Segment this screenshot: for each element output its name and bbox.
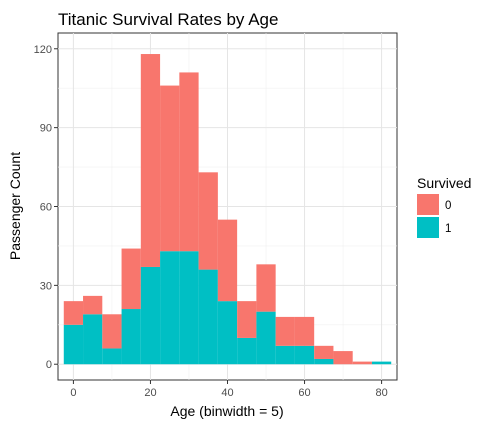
bar-survived-0-age-40	[217, 219, 238, 302]
legend-title: Survived	[417, 175, 471, 191]
bar-survived-0-age-30	[179, 72, 199, 252]
x-tick-label: 80	[375, 387, 387, 399]
bar-survived-0-age-5	[83, 295, 103, 315]
x-axis: 0 20 40 60 80	[70, 380, 388, 399]
bar-survived-1-age-5	[83, 314, 103, 365]
x-tick-label: 20	[144, 387, 156, 399]
bar-survived-1-age-65	[314, 358, 334, 365]
bar-survived-1-age-80	[371, 361, 392, 365]
bars-layer	[63, 54, 392, 365]
y-tick-label: 0	[46, 359, 52, 371]
legend-key-1	[417, 217, 439, 238]
y-tick-label: 30	[40, 280, 52, 292]
x-tick-label: 60	[298, 387, 310, 399]
bar-survived-1-age-60	[294, 345, 315, 365]
bar-survived-1-age-40	[217, 301, 238, 365]
bar-survived-1-age-15	[121, 309, 141, 365]
bar-survived-1-age-0	[63, 324, 84, 365]
legend-label-1: 1	[445, 223, 451, 235]
bar-survived-0-age-50	[256, 264, 276, 312]
bar-survived-1-age-55	[275, 345, 295, 365]
bar-survived-0-age-0	[63, 301, 84, 325]
y-axis: 0 30 60 90 120	[34, 44, 58, 371]
bar-survived-0-age-35	[198, 172, 218, 270]
y-tick-label: 60	[40, 202, 52, 214]
bar-survived-0-age-75	[352, 361, 372, 365]
bar-survived-0-age-20	[140, 54, 161, 267]
bar-survived-0-age-60	[294, 316, 315, 346]
y-tick-label: 120	[34, 44, 52, 56]
bar-survived-1-age-25	[160, 251, 180, 365]
bar-survived-0-age-70	[333, 351, 353, 365]
bar-survived-1-age-35	[198, 269, 218, 365]
legend-key-0	[417, 194, 439, 215]
legend: Survived 0 1	[417, 175, 471, 238]
legend-label-0: 0	[445, 200, 451, 212]
chart-title: Titanic Survival Rates by Age	[58, 10, 278, 29]
bar-survived-1-age-30	[179, 251, 199, 365]
y-axis-title: Passenger Count	[7, 152, 23, 260]
bar-survived-0-age-15	[121, 248, 141, 310]
x-tick-label: 0	[70, 387, 76, 399]
bar-survived-0-age-10	[102, 314, 122, 349]
bar-survived-0-age-65	[314, 345, 334, 359]
bar-survived-0-age-25	[160, 85, 180, 252]
bar-survived-1-age-10	[102, 348, 122, 365]
x-axis-title: Age (binwidth = 5)	[170, 403, 283, 419]
bar-survived-1-age-45	[237, 337, 257, 365]
bar-survived-0-age-45	[237, 301, 257, 338]
bar-survived-0-age-55	[275, 316, 295, 346]
bar-survived-1-age-50	[256, 311, 276, 365]
x-tick-label: 40	[221, 387, 233, 399]
bar-survived-1-age-20	[140, 266, 161, 365]
y-tick-label: 90	[40, 123, 52, 135]
